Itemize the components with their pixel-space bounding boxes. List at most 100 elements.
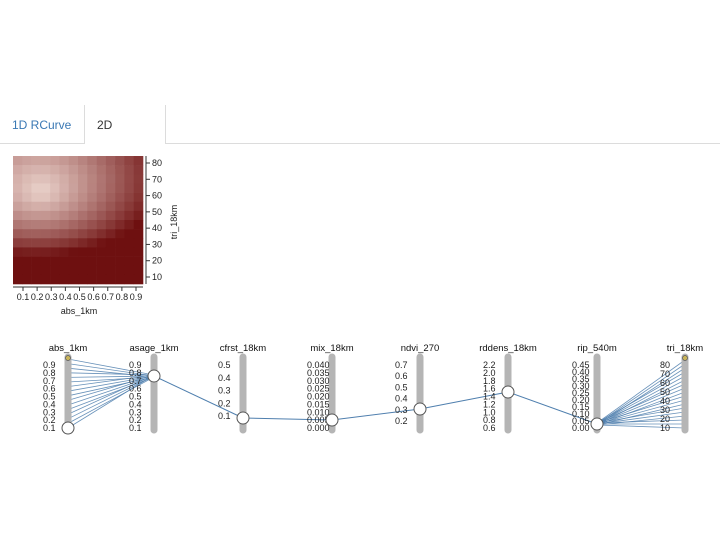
heatmap-cell: [40, 165, 51, 175]
heatmap-cell: [68, 229, 79, 239]
x-tick-label: 0.4: [59, 292, 72, 302]
heatmap-cell: [40, 229, 51, 239]
axis-tick-label: 0.3: [218, 386, 231, 396]
pcp-fan-line: [67, 358, 155, 376]
heatmap-cell: [133, 256, 144, 267]
pcp-fan-line: [596, 411, 686, 425]
pcp-fan-line: [67, 374, 155, 401]
heatmap-cell: [50, 229, 60, 239]
axis-title-mix_18km: mix_18km: [310, 343, 353, 354]
heatmap-cell: [105, 274, 116, 285]
heatmap-cell: [87, 201, 97, 212]
heatmap-cell: [87, 165, 97, 175]
parallel-coordinates-plot[interactable]: abs_1km0.90.80.70.60.50.40.30.20.1asage_…: [43, 343, 703, 435]
axis-tick-label: 0.010: [307, 407, 330, 417]
heatmap-cell: [133, 220, 144, 230]
axis-tick-label: 0.00: [572, 423, 590, 433]
heatmap-cell: [13, 192, 23, 203]
heatmap-cell: [105, 247, 116, 257]
heatmap-cell: [115, 183, 125, 193]
pcp-fan-line: [67, 376, 155, 424]
axis-tick-label: 1.2: [483, 399, 496, 409]
heatmap-cell: [115, 220, 125, 230]
heatmap-cell: [59, 183, 70, 193]
rddens-handle[interactable]: [501, 385, 515, 399]
x-tick-label: 0.9: [130, 292, 143, 302]
axis-tick-label: 0.8: [43, 368, 56, 378]
axis-tick-label: 0.5: [395, 382, 408, 392]
x-tick-label: 0.8: [116, 292, 129, 302]
rip-handle[interactable]: [590, 417, 604, 431]
axis-title-cfrst_18km: cfrst_18km: [220, 343, 267, 354]
heatmap-cell: [115, 256, 125, 267]
heatmap-cell: [13, 220, 23, 230]
y-tick-label: 80: [152, 158, 162, 168]
heatmap-cell: [40, 201, 51, 212]
heatmap-cell: [50, 183, 60, 193]
heatmap-cell: [22, 201, 32, 212]
axis-tick-label: 0.05: [572, 416, 590, 426]
heatmap-cell: [31, 247, 42, 257]
heatmap-cell: [40, 274, 51, 285]
y-tick-label: 50: [152, 207, 162, 217]
heatmap-cell: [78, 256, 88, 267]
heatmap-cell: [68, 183, 79, 193]
heatmap-cell: [133, 247, 144, 257]
heatmap-cell: [59, 265, 70, 276]
axis-tick-label: 0.7: [395, 360, 408, 370]
tab-bar: 1D RCurve 2D RPlane: [0, 105, 720, 172]
ndvi-handle[interactable]: [413, 402, 427, 416]
heatmap-cell: [96, 247, 107, 257]
axis-tick-label: 0.7: [43, 376, 56, 386]
heatmap-cell: [87, 274, 97, 285]
axis-tick-label: 0.2: [129, 415, 142, 425]
heatmap-cell: [13, 265, 23, 276]
heatmap-cell: [13, 229, 23, 239]
axis-tick-label: 0.8: [483, 415, 496, 425]
heatmap-cell: [22, 256, 32, 267]
heatmap-cell: [115, 229, 125, 239]
heatmap-cell: [22, 229, 32, 239]
axis-tick-label: 0.4: [43, 399, 56, 409]
pcp-path-line: [419, 391, 509, 410]
heatmap-cell: [40, 156, 51, 166]
axis-tick-label: 0.035: [307, 368, 330, 378]
heatmap-cell: [50, 210, 60, 221]
heatmap-cell: [31, 256, 42, 267]
y-tick-label: 40: [152, 223, 162, 233]
tab-1d-rcurve[interactable]: 1D RCurve: [12, 118, 72, 132]
axis-tick-label: 0.030: [307, 376, 330, 386]
pcp-fan-line: [596, 391, 686, 426]
axis-tick-label: 0.2: [395, 416, 408, 426]
mix-handle[interactable]: [325, 413, 339, 427]
heatmap-cell: [40, 192, 51, 203]
y-tick-label: 70: [152, 174, 162, 184]
heatmap-cell: [50, 201, 60, 212]
heatmap-cell: [133, 265, 144, 276]
pcp-fan-line: [596, 363, 686, 425]
asage-handle[interactable]: [147, 369, 161, 383]
heatmap-cell: [96, 192, 107, 203]
heatmap-cell: [31, 183, 42, 193]
abs-handle[interactable]: [61, 421, 75, 435]
pcp-fan-line: [67, 376, 155, 383]
heatmap-cell: [78, 247, 88, 257]
pcp-fan-line: [67, 376, 155, 397]
heatmap-cell: [13, 274, 23, 285]
heatmap-cell: [133, 210, 144, 221]
heatmap-cell: [31, 165, 42, 175]
heatmap-cell: [68, 201, 79, 212]
heatmap-cell: [59, 238, 70, 248]
abs-top-marker[interactable]: [65, 355, 71, 361]
axis-tick-label: 0.000: [307, 423, 330, 433]
heatmap-cell: [115, 247, 125, 257]
heatmap-cell: [115, 192, 125, 203]
tri-top-marker[interactable]: [682, 355, 688, 361]
heatmap-cell: [78, 210, 88, 221]
heatmap-cell: [96, 274, 107, 285]
cfrst-handle[interactable]: [236, 411, 250, 425]
axis-tick-label: 0.40: [572, 367, 590, 377]
pcp-fan-line: [67, 375, 155, 378]
heatmap-cell: [96, 183, 107, 193]
